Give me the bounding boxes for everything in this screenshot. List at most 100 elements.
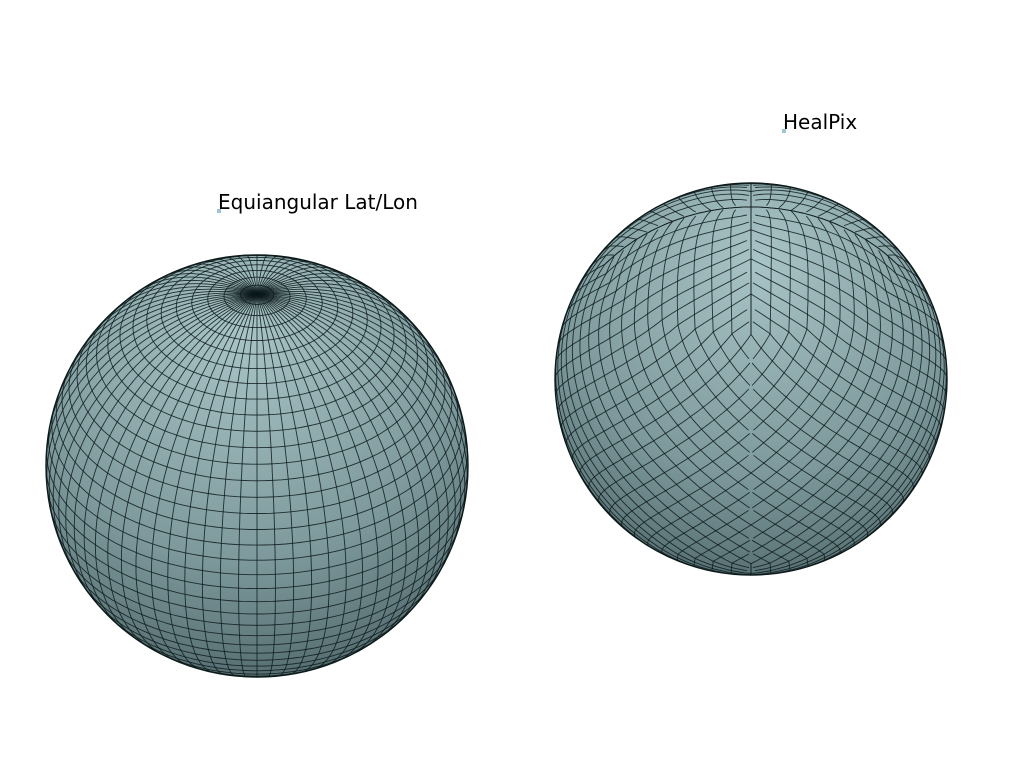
latlon-meridian-line bbox=[75, 288, 258, 359]
healpix-sphere-outline bbox=[554, 182, 948, 576]
healpix-pixel-boundary-line bbox=[633, 454, 749, 539]
latlon-meridian-line bbox=[53, 292, 258, 410]
latlon-sphere-outline bbox=[45, 254, 469, 678]
healpix-pixel-boundary-line bbox=[750, 206, 923, 565]
latlon-meridian-line bbox=[256, 292, 461, 410]
latlon-meridian-line bbox=[256, 293, 431, 631]
latlon-parallel-line bbox=[68, 346, 446, 498]
healpix-pixel-boundary-line bbox=[561, 229, 752, 330]
latlon-meridian-line bbox=[256, 294, 347, 671]
healpix-pixel-boundary-line bbox=[753, 229, 869, 491]
latlon-label: Equiangular Lat/Lon bbox=[217, 190, 418, 214]
healpix-pixel-boundary-line bbox=[754, 309, 937, 446]
latlon-meridian-line bbox=[47, 293, 258, 438]
latlon-meridian-line bbox=[120, 293, 258, 657]
healpix-pixel-boundary-line bbox=[750, 334, 923, 478]
latlon-parallel-line bbox=[46, 483, 468, 603]
latlon-meridian-line bbox=[46, 293, 258, 501]
latlon-meridian-line bbox=[256, 279, 394, 306]
healpix-pixel-boundary-line bbox=[753, 193, 937, 572]
latlon-meridian-line bbox=[201, 294, 258, 675]
latlon-meridian-line bbox=[238, 294, 258, 678]
healpix-pixel-boundary-line bbox=[621, 433, 750, 530]
latlon-meridian-line bbox=[256, 276, 380, 295]
healpix-pixel-boundary-line bbox=[752, 321, 931, 462]
latlon-meridian-line bbox=[256, 290, 451, 381]
latlon-meridian-line bbox=[135, 293, 258, 663]
latlon-meridian-line bbox=[184, 294, 258, 673]
healpix-pixel-boundary-line bbox=[750, 409, 893, 519]
healpix-pixel-boundary-line bbox=[571, 199, 750, 569]
healpix-pixel-boundary-line bbox=[609, 238, 752, 526]
healpix-pixel-boundary-line bbox=[661, 218, 750, 453]
latlon-parallel-line bbox=[46, 443, 468, 576]
healpix-pixel-boundary-line bbox=[754, 240, 945, 346]
healpix-pixel-boundary-line bbox=[633, 229, 749, 491]
healpix-pixel-boundary-line bbox=[750, 238, 893, 526]
latlon-meridian-line bbox=[256, 294, 313, 675]
latlon-meridian-line bbox=[256, 293, 407, 651]
healpix-pixel-boundary-line bbox=[751, 209, 791, 386]
healpix-label-text: HealPix bbox=[783, 110, 857, 134]
healpix-pixel-boundary-line bbox=[752, 221, 936, 313]
latlon-meridian-line bbox=[257, 293, 469, 469]
latlon-meridian-line bbox=[45, 293, 257, 469]
healpix-sphere[interactable] bbox=[554, 182, 948, 576]
healpix-pixel-boundary-line bbox=[730, 209, 750, 360]
latlon-meridian-line bbox=[256, 255, 280, 295]
latlon-parallel-line bbox=[76, 330, 438, 482]
healpix-pixel-boundary-line bbox=[554, 258, 752, 380]
healpix-pixel-boundary-line bbox=[557, 240, 748, 346]
latlon-meridian-line bbox=[256, 286, 425, 338]
healpix-pixel-boundary-line bbox=[647, 472, 752, 547]
latlon-meridian-line bbox=[256, 293, 456, 582]
latlon-meridian-line bbox=[256, 294, 276, 678]
latlon-meridian-line bbox=[256, 273, 365, 295]
latlon-meridian-line bbox=[256, 293, 468, 501]
latlon-meridian-line bbox=[200, 261, 258, 295]
healpix-pixel-boundary-line bbox=[750, 210, 809, 411]
healpix-pixel-boundary-line bbox=[711, 539, 751, 572]
latlon-meridian-line bbox=[120, 279, 258, 306]
healpix-pixel-boundary-line bbox=[752, 209, 772, 360]
healpix-pixel-boundary-line bbox=[754, 271, 947, 397]
healpix-pixel-boundary-line bbox=[566, 221, 750, 313]
latlon-meridian-line bbox=[256, 269, 352, 295]
healpix-pixel-boundary-line bbox=[750, 229, 941, 330]
latlon-meridian-line bbox=[256, 293, 449, 602]
latlon-meridian-line bbox=[151, 293, 258, 667]
healpix-pixel-boundary-line bbox=[750, 221, 855, 474]
latlon-meridian-line bbox=[167, 294, 258, 671]
healpix-sphere-surface bbox=[555, 183, 947, 575]
latlon-meridian-line bbox=[256, 294, 295, 677]
latlon-parallel-line bbox=[69, 562, 445, 646]
latlon-meridian-line bbox=[48, 293, 258, 532]
latlon-meridian-line bbox=[256, 263, 325, 295]
healpix-pixel-boundary-line bbox=[555, 271, 748, 397]
healpix-pixel-boundary-line bbox=[693, 210, 752, 411]
healpix-pixel-boundary-line bbox=[753, 454, 869, 539]
latlon-sphere[interactable] bbox=[45, 254, 469, 678]
latlon-meridian-line bbox=[246, 254, 258, 295]
latlon-meridian-line bbox=[94, 293, 258, 642]
latlon-meridian-line bbox=[65, 293, 258, 602]
latlon-meridian-line bbox=[256, 283, 409, 320]
latlon-parallel-line bbox=[94, 601, 420, 661]
healpix-pixel-boundary-line bbox=[751, 362, 914, 492]
latlon-meridian-line bbox=[256, 293, 363, 667]
healpix-pixel-boundary-line bbox=[571, 321, 750, 462]
latlon-meridian-line bbox=[256, 254, 268, 295]
latlon-meridian-line bbox=[256, 288, 439, 359]
healpix-pixel-boundary-line bbox=[750, 472, 855, 547]
healpix-pixel-boundary-line bbox=[755, 214, 930, 297]
latlon-meridian-line bbox=[134, 276, 258, 295]
healpix-label: HealPix bbox=[782, 110, 857, 134]
latlon-meridian-line bbox=[256, 293, 420, 642]
latlon-meridian-line bbox=[256, 258, 302, 295]
healpix-pixel-boundary-line bbox=[588, 362, 751, 492]
latlon-meridian-line bbox=[89, 286, 258, 338]
latlon-parallel-line bbox=[55, 384, 459, 530]
latlon-meridian-line bbox=[162, 269, 258, 295]
